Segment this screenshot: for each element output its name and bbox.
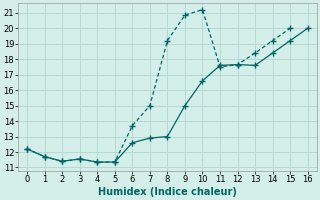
X-axis label: Humidex (Indice chaleur): Humidex (Indice chaleur) [98, 187, 237, 197]
